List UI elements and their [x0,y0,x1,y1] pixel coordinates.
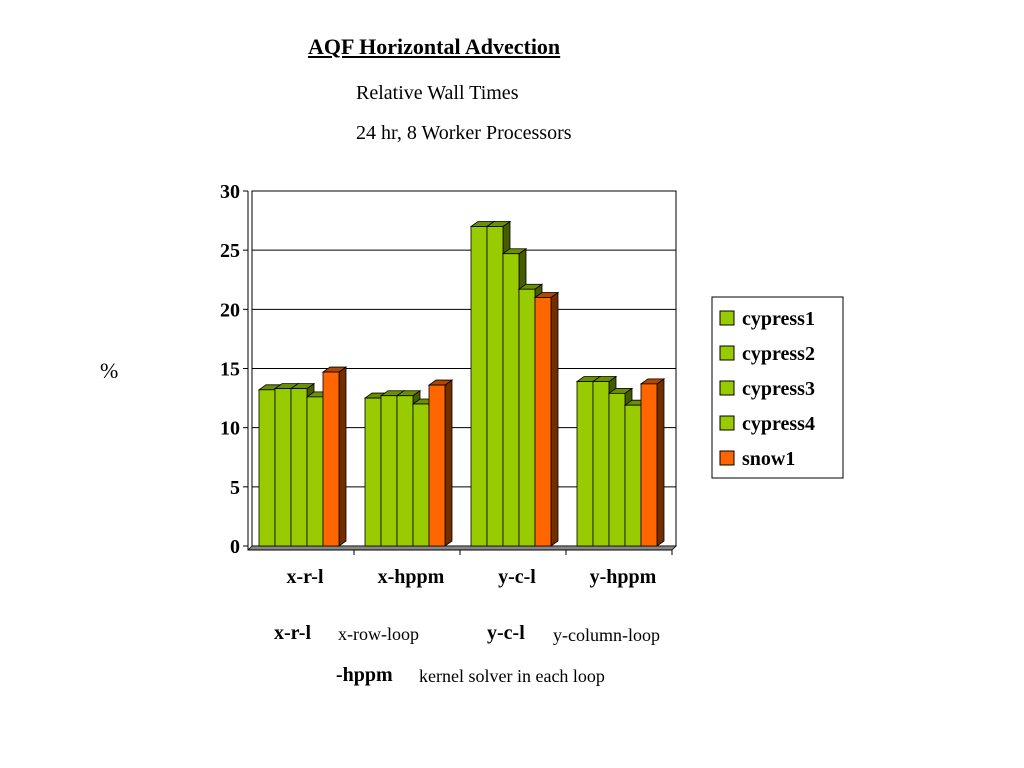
legend-item: cypress2 [719,343,815,365]
y-axis-ticks: 0 5 10 15 20 25 30 [220,181,249,558]
legend: cypress1 cypress2 cypress3 cypress4 snow1 [711,296,844,479]
plot-floor [247,545,677,551]
bar-front [290,388,308,547]
y-tick-label: 10 [220,418,240,440]
bar-front [274,388,292,547]
legend-label: cypress3 [742,378,815,400]
legend-label: cypress1 [742,308,815,330]
legend-item: cypress3 [719,378,815,400]
bar-front [502,253,520,547]
legend-swatch [719,345,735,361]
legend-label: cypress4 [742,413,815,435]
bar-front [258,389,276,547]
bar-side [338,366,347,547]
y-tick-label: 30 [220,181,240,203]
bar [639,378,666,547]
x-tick-label: y-hppm [590,566,657,588]
bar [321,366,348,547]
legend-swatch [719,380,735,396]
legend-swatch [719,450,735,466]
legend-item: cypress1 [719,308,815,330]
y-tick-label: 0 [230,536,240,558]
bar-front [592,381,610,547]
bar-front [518,288,536,547]
bar [533,291,560,547]
bar-front [470,226,488,547]
bar-front [534,297,552,547]
legend-label: cypress2 [742,343,815,365]
y-tick-label: 5 [230,477,240,499]
chart-subtitle-processors: 24 hr, 8 Worker Processors [356,122,572,144]
legend-swatch [719,310,735,326]
bar [427,379,454,547]
y-tick-label: 20 [220,299,240,321]
bar-front [412,403,430,547]
bar-front [306,396,324,547]
note-xrl-abbr: x-r-l [274,622,312,644]
bar-front [576,381,594,547]
legend-swatch [719,415,735,431]
note-hppm-desc: kernel solver in each loop [419,666,605,686]
bar-front [640,383,658,547]
bar-front [624,404,642,547]
bar-front [608,392,626,547]
x-tick-label: y-c-l [498,566,536,588]
bar-front [396,395,414,547]
note-hppm-abbr: -hppm [336,664,393,686]
bar-front [486,226,504,547]
y-tick-label: 25 [220,240,240,262]
note-ycl-desc: y-column-loop [553,625,660,645]
bar-front [428,384,446,547]
bar-front [364,397,382,547]
y-tick-label: 15 [220,359,240,381]
bar-front [322,371,340,547]
y-axis-label: % [100,358,119,383]
note-xrl-desc: x-row-loop [338,624,419,644]
legend-item: snow1 [719,448,795,470]
x-tick-label: x-r-l [286,566,323,588]
x-tick-label: x-hppm [378,566,445,588]
legend-item: cypress4 [719,413,815,435]
bar-side [550,291,559,547]
bar-front [380,395,398,547]
note-ycl-abbr: y-c-l [487,622,525,644]
chart-title: AQF Horizontal Advection [308,34,561,59]
bar-side [444,379,453,547]
legend-label: snow1 [742,448,795,470]
bar-side [656,378,665,547]
bars-group [257,220,666,547]
chart-subtitle-wall-times: Relative Wall Times [356,82,519,104]
x-axis-ticks: x-r-l x-hppm y-c-l y-hppm [248,549,673,588]
